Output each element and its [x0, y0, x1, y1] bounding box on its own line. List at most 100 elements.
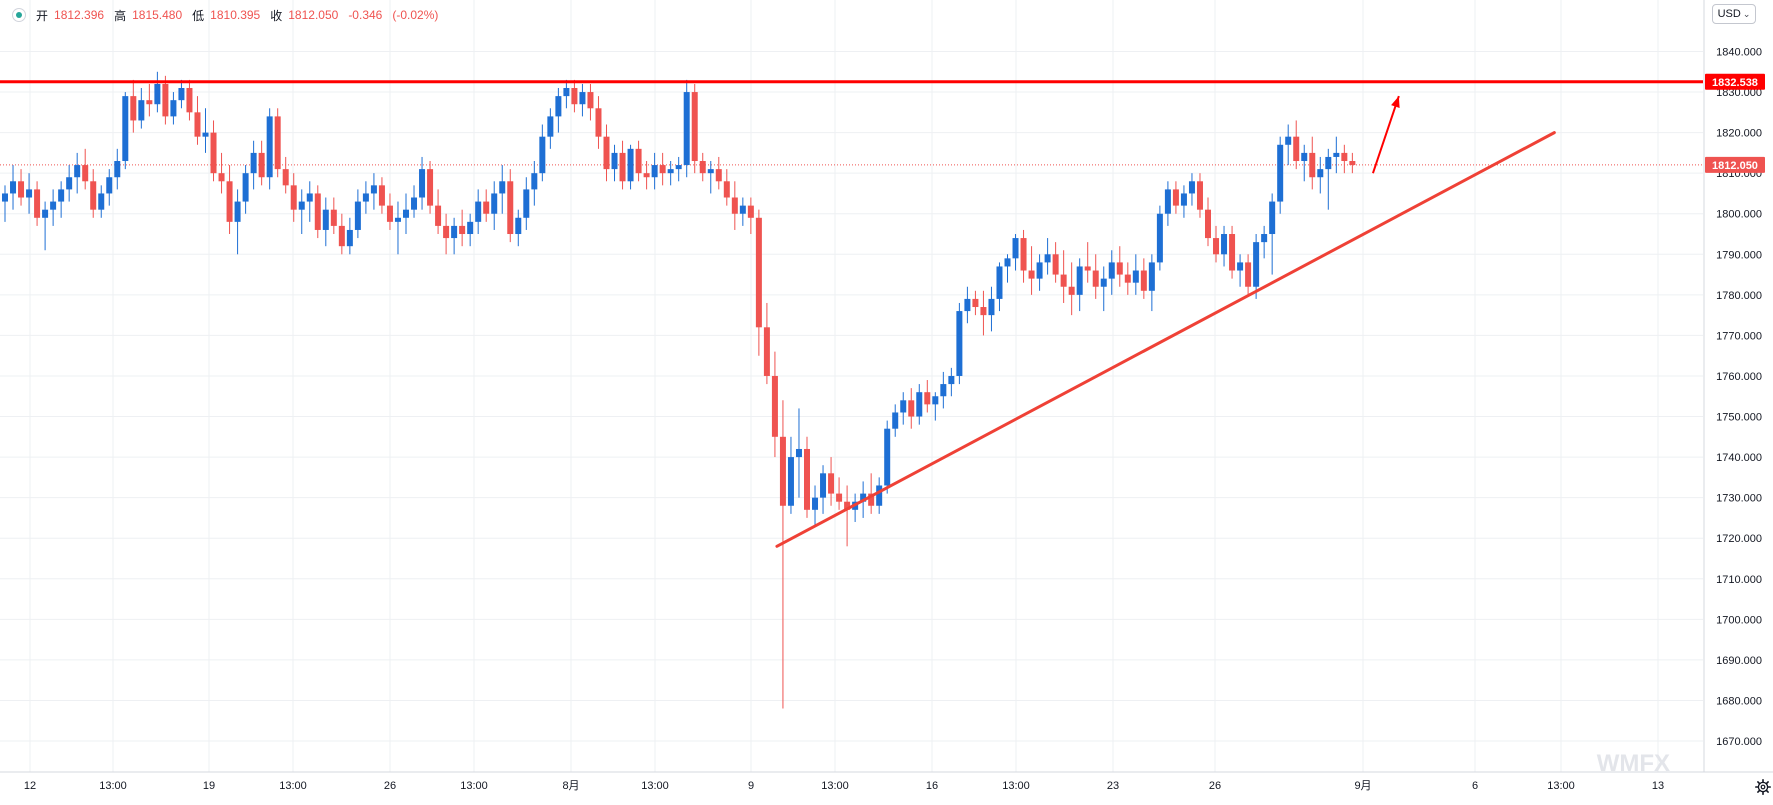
candle-body: [1100, 278, 1107, 287]
candle-body: [563, 88, 570, 97]
candle-body: [354, 201, 361, 230]
candle-body: [691, 92, 698, 162]
candle-body: [876, 485, 883, 506]
candle-body: [1012, 238, 1019, 259]
candle-body: [884, 428, 891, 486]
candle-body: [274, 116, 281, 170]
candle-body: [1325, 156, 1332, 170]
y-tick-label: 1690.000: [1716, 655, 1762, 667]
candle-body: [178, 88, 185, 101]
candle-body: [386, 205, 393, 222]
candle-body: [836, 493, 843, 502]
candle-body: [1116, 262, 1123, 275]
candle-body: [683, 92, 690, 166]
x-tick-label: 13: [1652, 780, 1664, 792]
candle-body: [844, 501, 851, 510]
candle-body: [523, 189, 530, 218]
x-tick-label: 23: [1107, 780, 1119, 792]
candle-body: [531, 173, 538, 190]
candle-body: [1084, 266, 1091, 271]
candle-body: [114, 161, 121, 178]
legend-close-label: 收: [270, 8, 283, 23]
candle-body: [298, 201, 305, 210]
candle-body: [1188, 181, 1195, 194]
candle-body: [1237, 262, 1244, 271]
x-tick-label: 26: [384, 780, 396, 792]
candle-body: [314, 193, 321, 230]
candle-body: [908, 400, 915, 417]
candle-body: [18, 181, 25, 198]
legend-high-value: 1815.480: [132, 8, 183, 22]
trendline: [775, 131, 1556, 548]
symbol-status-icon: [12, 8, 26, 22]
candle-body: [804, 448, 810, 510]
candle-body: [234, 201, 241, 222]
candle-body: [170, 100, 177, 117]
candle-body: [50, 201, 57, 210]
y-tick-label: 1800.000: [1716, 209, 1762, 221]
candle-body: [338, 225, 345, 247]
candle-body: [787, 457, 794, 506]
candle-body: [868, 493, 875, 506]
candle-body: [226, 181, 233, 222]
candle-body: [667, 169, 674, 174]
candle-body: [916, 392, 923, 417]
candle-body: [194, 112, 201, 137]
candle-body: [579, 92, 586, 105]
candle-body: [218, 173, 225, 182]
candle-body: [1229, 234, 1236, 271]
resistance-price-badge: [1705, 73, 1765, 90]
candle-body: [956, 311, 963, 376]
candle-body: [1052, 254, 1059, 275]
candle-body: [362, 193, 369, 202]
candle-body: [1172, 189, 1179, 206]
candle-body: [515, 217, 522, 235]
candle-body: [755, 217, 762, 328]
candle-body: [26, 189, 33, 198]
y-tick-label: 1760.000: [1716, 371, 1762, 383]
legend-change-percent: (-0.02%): [392, 8, 439, 22]
candle-body: [1317, 169, 1324, 178]
y-tick-label: 1670.000: [1716, 736, 1762, 748]
candle-body: [900, 400, 907, 413]
y-tick-label: 1710.000: [1716, 574, 1762, 586]
arrow-shaft: [1371, 95, 1400, 174]
candle-body: [980, 307, 987, 316]
chevron-down-icon: ⌄: [1742, 8, 1751, 19]
candle-body: [282, 169, 289, 186]
y-tick-label: 1770.000: [1716, 330, 1762, 342]
y-tick-label: 1680.000: [1716, 695, 1762, 707]
candle-body: [1269, 201, 1276, 235]
candle-body: [1020, 238, 1027, 271]
candle-body: [1028, 270, 1035, 279]
candle-body: [1293, 136, 1300, 162]
candle-body: [1261, 234, 1268, 243]
candle-body: [130, 96, 137, 121]
candle-body: [763, 327, 770, 376]
candle-body: [707, 169, 714, 174]
candle-body: [1333, 152, 1340, 157]
candle-body: [1068, 286, 1075, 295]
candle-body: [1253, 242, 1260, 287]
currency-selector[interactable]: USD ⌄: [1712, 4, 1756, 24]
last-price-badge: [1705, 156, 1765, 173]
candle-body: [1148, 262, 1155, 291]
candle-body: [747, 205, 754, 218]
currency-label: USD: [1717, 8, 1741, 20]
y-tick-label: 1830.000: [1716, 87, 1762, 99]
watermark-logo: WMFX: [1597, 750, 1670, 777]
candle-body: [1140, 270, 1147, 291]
candle-body: [122, 96, 129, 162]
gear-icon[interactable]: [1755, 779, 1771, 795]
candle-body: [1277, 144, 1284, 202]
x-tick-label: 13:00: [279, 780, 307, 792]
y-tick-label: 1780.000: [1716, 290, 1762, 302]
candle-body: [739, 205, 746, 214]
candle-body: [795, 448, 802, 458]
candle-body: [202, 132, 209, 137]
legend-change-value: -0.346: [348, 8, 383, 22]
y-tick-label: 1700.000: [1716, 614, 1762, 626]
candle-body: [459, 225, 466, 235]
arrow-head: [1391, 96, 1400, 108]
